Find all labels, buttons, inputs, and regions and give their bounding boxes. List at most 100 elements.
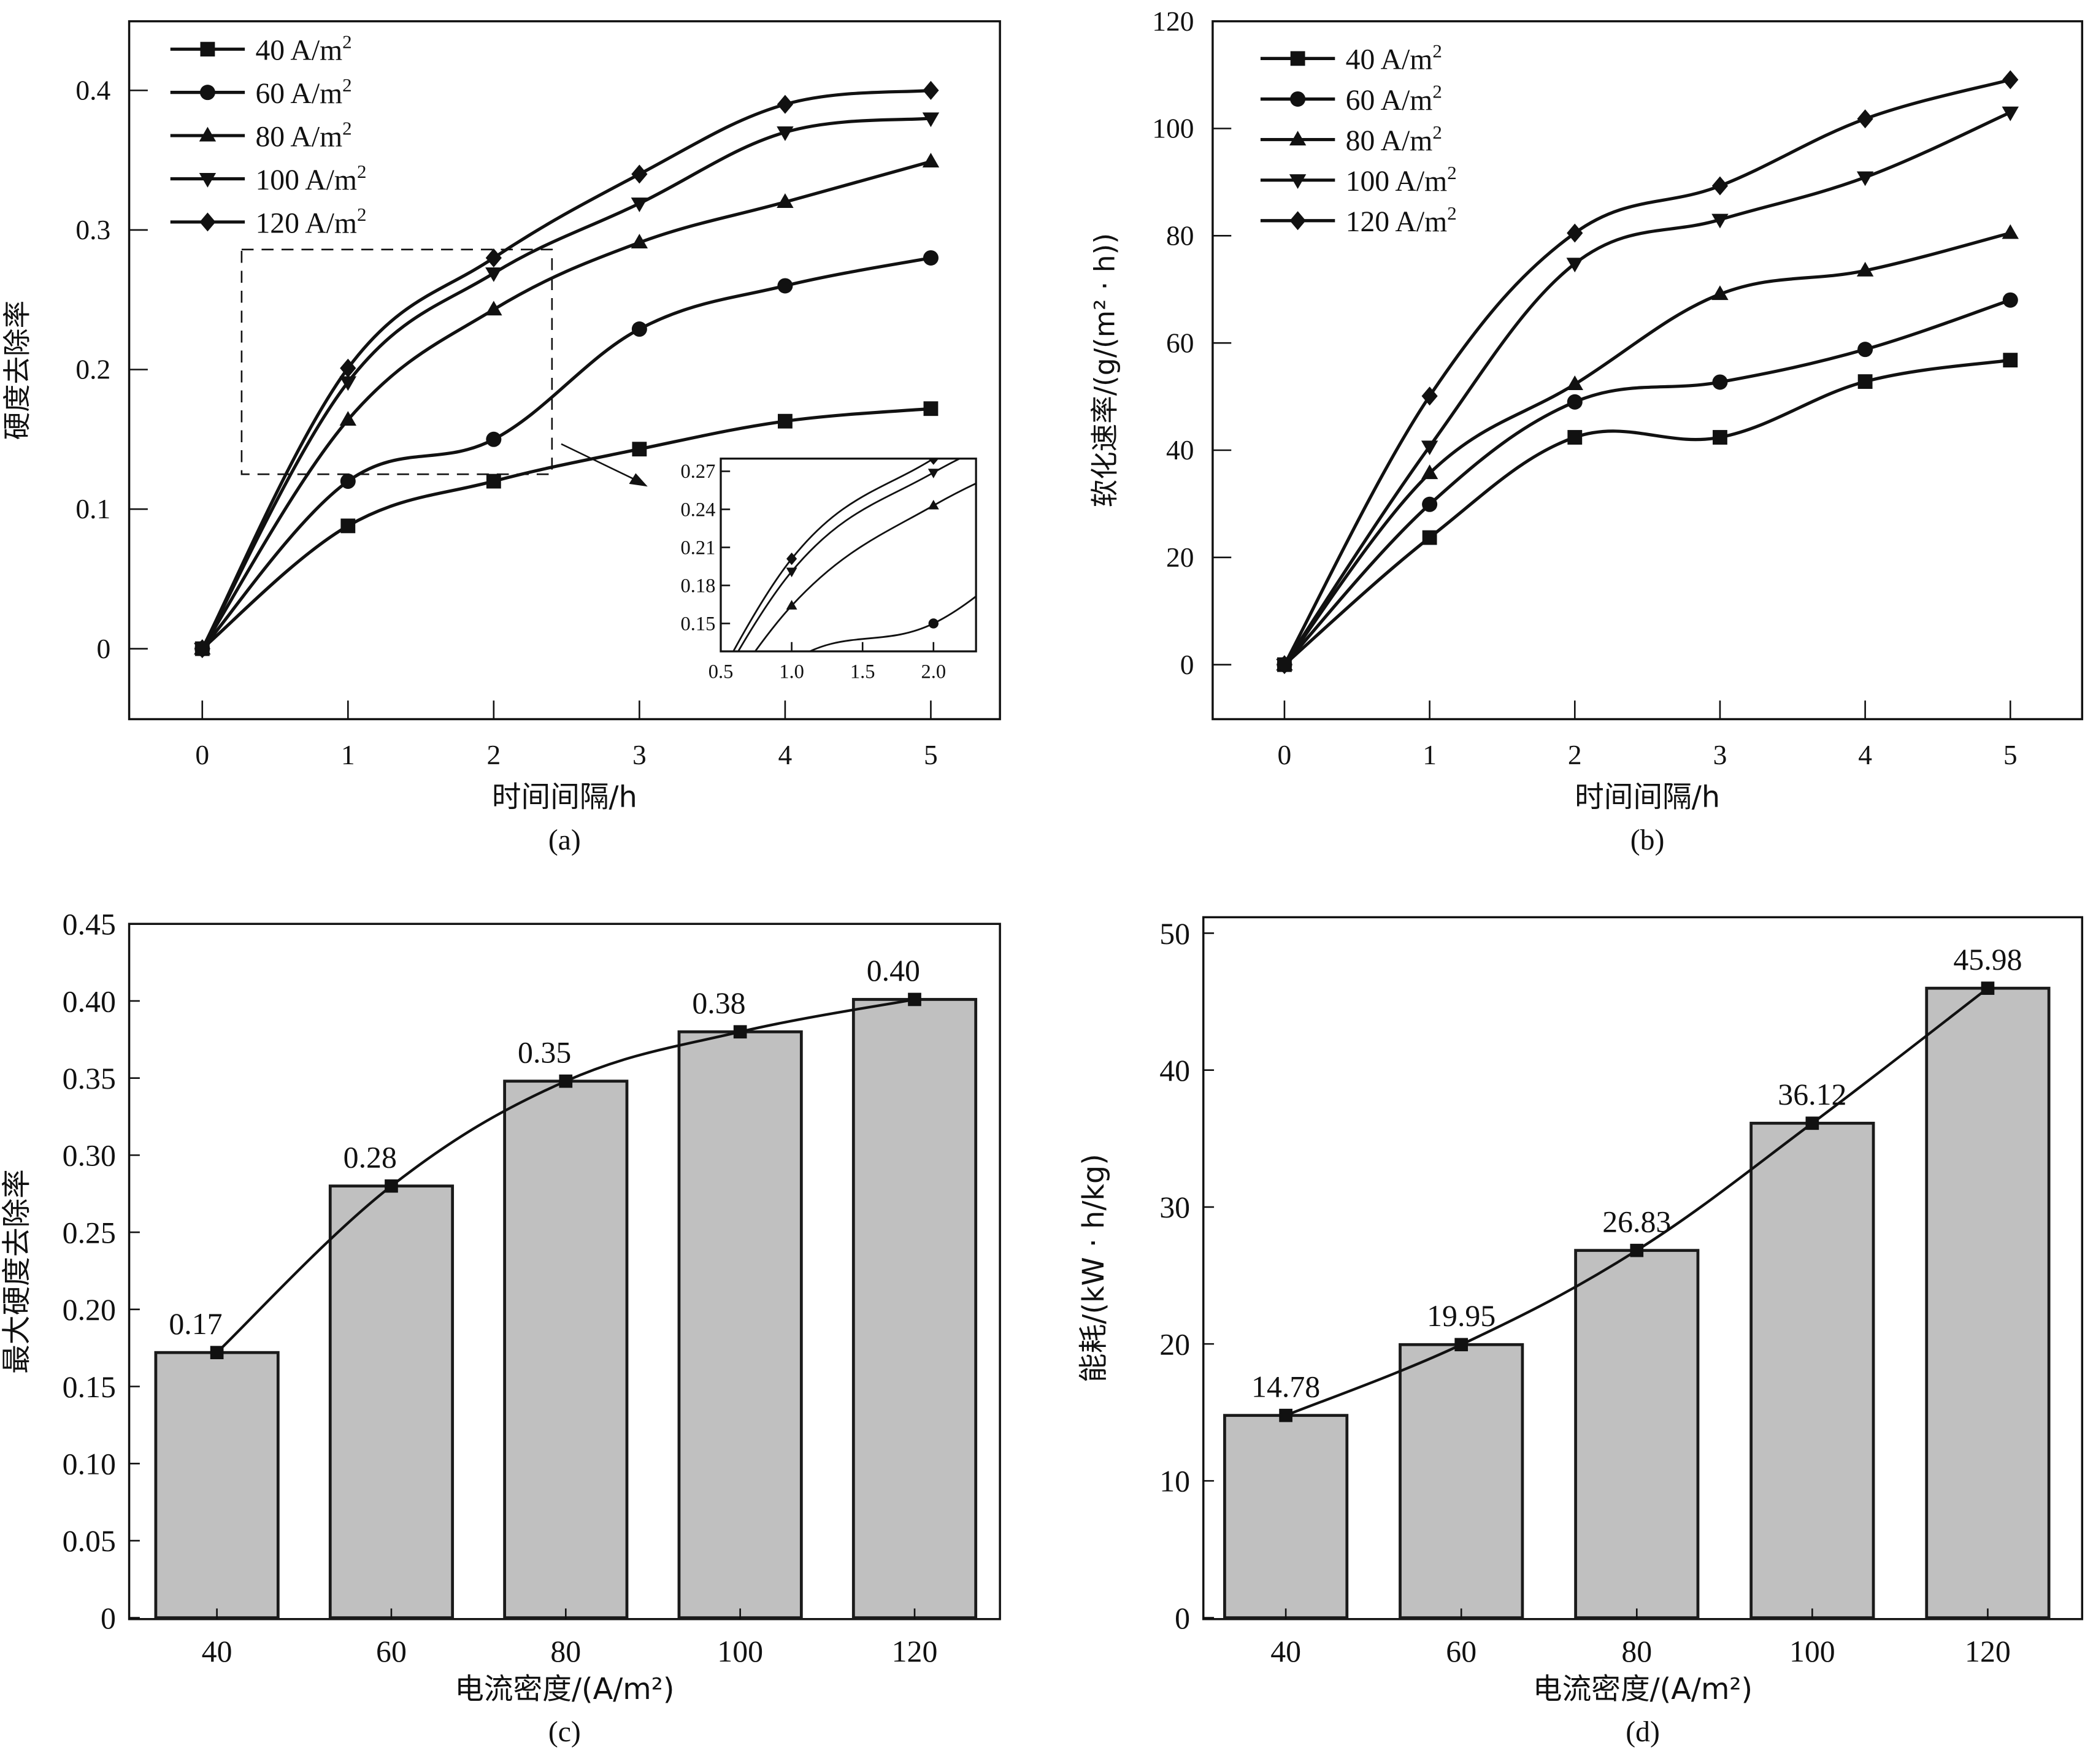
data-point-square (340, 518, 356, 534)
data-point-diamond (923, 80, 939, 100)
fit-data-point (908, 992, 921, 1007)
data-point-square (2003, 353, 2018, 368)
data-point-circle (631, 321, 647, 337)
inset-arrow-line (561, 443, 642, 483)
y-tick-label: 20 (1166, 542, 1194, 573)
y-tick-label: 0.4 (75, 75, 110, 106)
x-tick-label: 80 (1621, 1635, 1652, 1668)
legend-label: 40 A/m2 (255, 31, 351, 66)
y-tick-label: 0 (1180, 649, 1194, 680)
legend-marker-triangle-up-icon (1289, 131, 1307, 146)
data-point-triangle-down (2002, 106, 2019, 121)
data-point-triangle-up (922, 153, 940, 167)
fit-data-point (1454, 1338, 1469, 1352)
y-tick-label: 0.10 (63, 1448, 116, 1481)
fit-data-point (385, 1179, 398, 1193)
y-tick-label: 80 (1166, 220, 1194, 251)
y-tick-label: 40 (1166, 434, 1194, 466)
data-point-square (486, 474, 501, 489)
inset-y-tick-label: 0.18 (680, 575, 715, 597)
legend-marker-triangle-down-icon (199, 172, 217, 188)
x-tick-label: 120 (892, 1635, 938, 1668)
data-point-diamond (1711, 176, 1729, 196)
y-axis-title: 最大硬度去除率 (1, 1169, 34, 1374)
y-tick-label: 0.35 (63, 1062, 116, 1095)
data-point-triangle-up (1566, 375, 1583, 391)
legend-label: 80 A/m2 (255, 117, 351, 153)
series-line (201, 256, 931, 650)
y-tick-label: 0.40 (63, 984, 116, 1018)
legend-marker-diamond-icon (199, 212, 216, 232)
data-point-triangle-down (1566, 258, 1583, 273)
x-tick-label: 120 (1965, 1635, 2011, 1668)
data-point-square (1567, 430, 1583, 445)
fit-data-point (1805, 1116, 1819, 1130)
series-line (1283, 298, 2011, 666)
x-tick-label: 100 (1789, 1635, 1835, 1668)
data-point-square (777, 413, 793, 429)
data-point-triangle-down (1711, 213, 1729, 229)
bar-40 (154, 1351, 280, 1619)
data-point-triangle-down (922, 112, 940, 128)
inset-y-tick-label: 0.24 (680, 499, 715, 521)
y-tick-label: 0.20 (63, 1293, 116, 1327)
legend-marker-circle-icon (1290, 91, 1306, 107)
inset-data-point-diamond (928, 458, 939, 465)
bar-80 (1574, 1249, 1700, 1619)
legend-marker-square-icon (1290, 51, 1305, 66)
bar-40 (1223, 1414, 1349, 1619)
series-line (1283, 110, 2011, 666)
data-point-triangle-down (339, 376, 357, 391)
x-tick-label: 4 (778, 739, 793, 770)
data-point-diamond (1857, 109, 1873, 129)
y-tick-label: 0.30 (63, 1139, 116, 1173)
data-label: 14.78 (1251, 1370, 1320, 1403)
y-tick-label: 50 (1159, 917, 1190, 951)
inset-data-point-circle (928, 618, 939, 629)
y-tick-label: 0.25 (63, 1216, 116, 1249)
bar-100 (677, 1030, 803, 1619)
x-tick-label: 40 (1270, 1635, 1301, 1668)
y-tick-label: 0.3 (75, 214, 110, 245)
x-tick-label: 5 (2003, 739, 2018, 770)
data-point-triangle-down (777, 126, 794, 141)
data-point-square (923, 401, 939, 416)
data-label: 0.17 (169, 1307, 222, 1341)
data-point-triangle-up (339, 411, 357, 426)
panel-caption: (a) (548, 824, 581, 856)
inset-y-tick-label: 0.27 (680, 461, 715, 483)
inset-x-tick-label: 2.0 (921, 661, 946, 683)
data-point-diamond (631, 164, 648, 184)
zoom-region-box (240, 248, 553, 475)
bar-60 (328, 1184, 455, 1619)
legend-marker-triangle-down-icon (1289, 174, 1307, 189)
series-line (201, 407, 931, 650)
y-tick-label: 20 (1159, 1327, 1190, 1361)
inset-series-line (737, 458, 962, 651)
legend-marker-circle-icon (199, 85, 215, 101)
inset-data-point-triangle-down (927, 469, 939, 478)
legend-marker-square-icon (200, 42, 215, 57)
data-point-circle (2002, 292, 2018, 308)
y-tick-label: 0.2 (75, 354, 110, 385)
data-point-square (1857, 374, 1873, 389)
x-tick-label: 0 (1278, 739, 1292, 770)
inset-chart: 0.5 1.0 1.5 2.0 0.15 0.18 0.21 0.24 0.27 (680, 458, 977, 683)
legend-label: 60 A/m2 (255, 74, 351, 110)
data-point-triangle-up (2002, 224, 2019, 239)
plot-frame (1211, 20, 2084, 721)
data-point-diamond (194, 639, 210, 659)
data-point-circle (486, 431, 502, 447)
legend-label: 100 A/m2 (1346, 162, 1457, 197)
fit-data-point (1630, 1243, 1644, 1257)
data-point-circle (1857, 342, 1873, 358)
inset-data-point-triangle-up (927, 499, 939, 510)
y-axis-title: 能耗/(kW · h/kg) (1077, 1154, 1111, 1382)
y-tick-label: 0 (96, 633, 110, 664)
legend-label: 100 A/m2 (255, 161, 366, 196)
data-point-circle (923, 250, 939, 266)
data-label: 0.28 (344, 1140, 397, 1174)
inset-data-point-triangle-up (786, 600, 797, 610)
bar-60 (1399, 1343, 1524, 1619)
